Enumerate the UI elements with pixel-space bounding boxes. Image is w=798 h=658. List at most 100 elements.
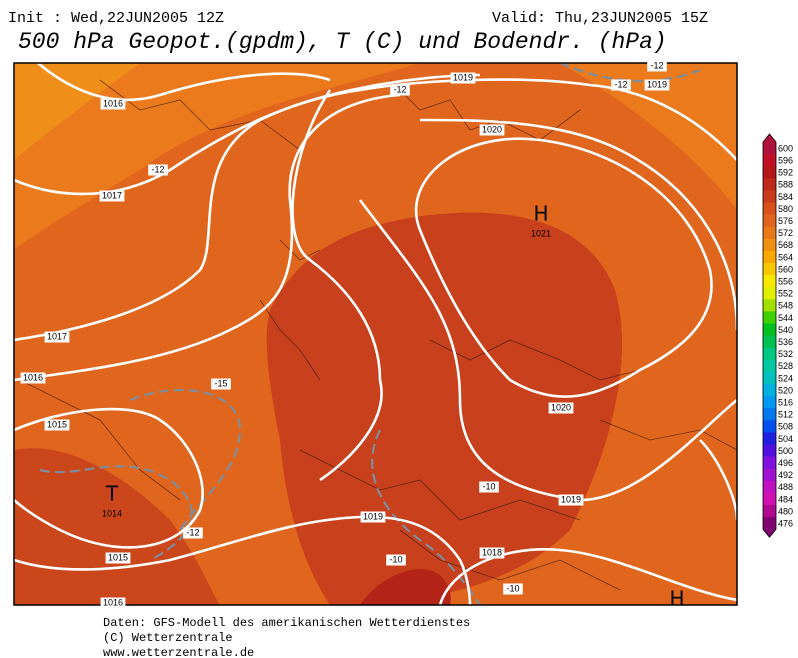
map-title: 500 hPa Geopot.(gpdm), T (C) und Bodendr… (18, 29, 667, 55)
legend-label: 548 (778, 301, 793, 311)
isobar-label-box (450, 72, 476, 84)
temperature-label-box (479, 481, 499, 493)
pressure-center-value: 1014 (102, 508, 122, 518)
isobar-label-group: 1017 (44, 331, 70, 343)
pressure-center-symbol: T (105, 482, 119, 506)
legend-swatch (763, 444, 776, 457)
isobar-label-box (479, 124, 505, 136)
isobar-label: 1019 (647, 79, 667, 89)
temperature-label: -12 (650, 60, 663, 70)
isobar-label-box (44, 419, 70, 431)
legend-swatch (763, 154, 776, 167)
isobar-label: 1016 (23, 372, 43, 382)
temperature-label-group: -12 (390, 84, 410, 96)
legend-label: 512 (778, 410, 793, 420)
isobar-label-box (105, 552, 131, 564)
isobar-label-group: 1020 (548, 402, 574, 414)
legend-swatch (763, 408, 776, 421)
legend-label: 504 (778, 434, 793, 444)
legend-swatch (763, 226, 776, 240)
legend-swatch (763, 311, 776, 324)
legend-label: 520 (778, 385, 793, 395)
temperature-label-group: -12 (183, 527, 203, 539)
legend-bottom-cap (763, 529, 776, 538)
legend-label: 580 (778, 204, 793, 214)
isobar-label: 1016 (103, 597, 123, 607)
temperature-label-box (390, 84, 410, 96)
legend-label: 592 (778, 168, 793, 178)
valid-time: Valid: Thu,23JUN2005 15Z (492, 10, 708, 27)
temperature-label-box (211, 378, 231, 390)
isobar-label-box (360, 511, 386, 523)
legend-swatch (763, 517, 776, 530)
color-legend: 600 596 592 588 584 580 576 572 568 564 560 556 552 5… (762, 133, 793, 538)
footer-copyright: (C) Wetterzentrale (103, 631, 233, 645)
isobar-label-box (479, 547, 505, 559)
temperature-label-box (503, 583, 523, 595)
legend-swatch (763, 287, 776, 300)
legend-label: 536 (778, 337, 793, 347)
legend-swatch (763, 456, 776, 469)
legend-top-cap (763, 134, 776, 142)
isobar-label-box (644, 79, 670, 91)
legend-swatch (763, 359, 776, 373)
legend-label: 572 (778, 228, 793, 238)
legend-label: 516 (778, 398, 793, 408)
legend-swatch (763, 323, 776, 336)
legend-swatch (763, 335, 776, 348)
isobar-label: 1019 (561, 494, 581, 504)
legend-label: 488 (778, 482, 793, 492)
isobar-label-box (558, 494, 584, 506)
isobar-label: 1016 (103, 98, 123, 108)
isobar-label-group: 1019 (558, 494, 584, 506)
init-time: Init : Wed,22JUN2005 12Z (8, 10, 224, 27)
legend-label: 600 (778, 143, 793, 153)
isobar-label: 1015 (47, 419, 67, 429)
legend-label: 596 (778, 156, 793, 166)
legend-label: 480 (778, 506, 793, 516)
temperature-label-group: -10 (479, 481, 499, 493)
legend-label: 552 (778, 289, 793, 299)
isobar-label-group: 1020 (479, 124, 505, 136)
isobar-label-group: 1017 (99, 190, 125, 202)
pressure-center-symbol: H (669, 587, 684, 611)
legend-label: 564 (778, 252, 793, 262)
temperature-label-group: -10 (386, 554, 406, 566)
legend-swatch (763, 263, 776, 276)
legend-label: 540 (778, 325, 793, 335)
isobar-label: 1015 (108, 552, 128, 562)
legend-label: 492 (778, 470, 793, 480)
footer-source: Daten: GFS-Modell des amerikanischen Wet… (103, 616, 470, 630)
isobar-label-group: 1016 (20, 372, 46, 384)
temperature-label-group: -15 (211, 378, 231, 390)
temperature-label-box (148, 164, 168, 176)
legend-swatch (763, 420, 776, 433)
temperature-label: -12 (151, 164, 164, 174)
legend-swatch (763, 202, 776, 215)
isobar-label-group: 1015 (105, 552, 131, 564)
legend-swatch (763, 178, 776, 191)
legend-label: 476 (778, 519, 793, 529)
isobar-label: 1019 (363, 511, 383, 521)
legend-swatch (763, 238, 776, 252)
isobar-label: 1017 (47, 331, 67, 341)
temperature-label-group: -10 (503, 583, 523, 595)
isobar-label-group: 1019 (360, 511, 386, 523)
isobar-label-box (44, 331, 70, 343)
legend-label: 588 (778, 180, 793, 190)
legend-outline (762, 133, 777, 538)
legend-label: 560 (778, 264, 793, 274)
isobar-label: 1019 (453, 72, 473, 82)
temperature-label: -12 (393, 84, 406, 94)
isobar-label-box (548, 402, 574, 414)
temperature-label-box (386, 554, 406, 566)
temperature-label-box (611, 79, 631, 91)
legend-label: 532 (778, 349, 793, 359)
legend-label: 568 (778, 240, 793, 250)
legend-label: 484 (778, 494, 793, 504)
isobar-label: 1017 (102, 190, 122, 200)
legend-swatch (763, 142, 776, 155)
isobar-label-group: 1016 (100, 98, 126, 110)
isobar-label-box (99, 190, 125, 202)
